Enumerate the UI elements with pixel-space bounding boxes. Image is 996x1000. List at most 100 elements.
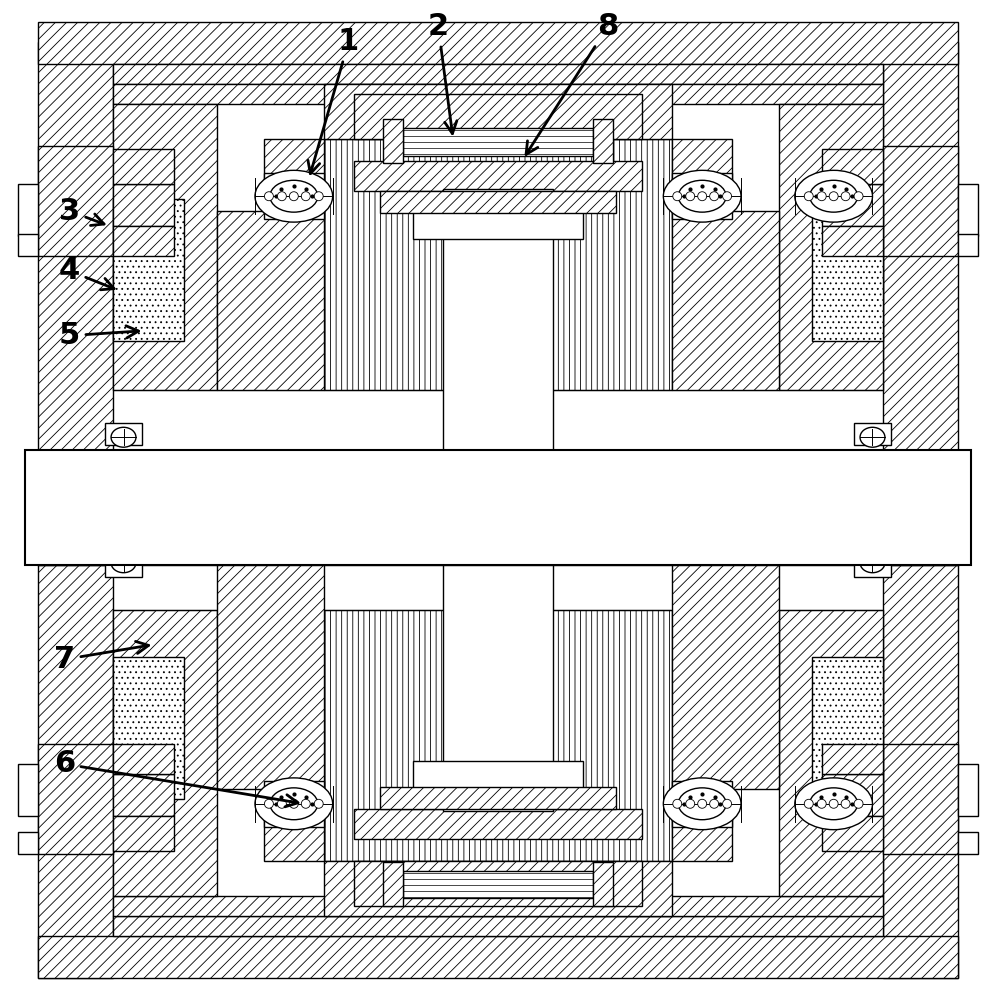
- Circle shape: [698, 799, 707, 808]
- Bar: [113, 916, 883, 936]
- Bar: [380, 191, 616, 213]
- Bar: [113, 104, 217, 390]
- Circle shape: [842, 192, 851, 201]
- Bar: [958, 184, 978, 236]
- Bar: [883, 565, 958, 978]
- Ellipse shape: [663, 778, 741, 830]
- Ellipse shape: [255, 778, 333, 830]
- Ellipse shape: [795, 778, 872, 830]
- Bar: [18, 234, 38, 256]
- Ellipse shape: [678, 788, 726, 820]
- Circle shape: [805, 799, 814, 808]
- Bar: [593, 119, 613, 163]
- Bar: [354, 861, 642, 906]
- Circle shape: [302, 192, 311, 201]
- Circle shape: [265, 799, 274, 808]
- Bar: [113, 84, 883, 104]
- Bar: [354, 94, 642, 139]
- Circle shape: [315, 192, 324, 201]
- Circle shape: [723, 192, 731, 201]
- Ellipse shape: [810, 788, 858, 820]
- Circle shape: [842, 799, 851, 808]
- Bar: [38, 565, 113, 978]
- Bar: [822, 184, 883, 226]
- Circle shape: [710, 799, 719, 808]
- Bar: [413, 209, 583, 239]
- Bar: [38, 936, 958, 978]
- Circle shape: [673, 799, 682, 808]
- Bar: [403, 871, 593, 898]
- Bar: [854, 555, 891, 577]
- Bar: [113, 657, 184, 799]
- Bar: [18, 764, 38, 816]
- Bar: [113, 610, 217, 896]
- Circle shape: [673, 192, 682, 201]
- Bar: [883, 42, 958, 450]
- Circle shape: [830, 192, 839, 201]
- Text: 4: 4: [59, 256, 115, 290]
- Circle shape: [855, 192, 864, 201]
- Ellipse shape: [795, 170, 872, 222]
- Bar: [18, 184, 38, 236]
- Circle shape: [818, 192, 827, 201]
- Bar: [413, 761, 583, 791]
- Bar: [38, 146, 113, 256]
- Polygon shape: [217, 139, 324, 390]
- Polygon shape: [672, 565, 779, 861]
- Circle shape: [698, 192, 707, 201]
- Bar: [822, 149, 883, 184]
- Bar: [593, 862, 613, 906]
- Bar: [18, 832, 38, 854]
- Bar: [113, 816, 174, 851]
- Bar: [812, 657, 883, 799]
- Bar: [38, 22, 958, 64]
- Bar: [113, 149, 174, 184]
- Ellipse shape: [270, 788, 318, 820]
- Bar: [383, 862, 403, 906]
- Bar: [354, 809, 642, 839]
- Text: 8: 8: [526, 12, 619, 154]
- Bar: [25, 450, 971, 565]
- Ellipse shape: [678, 180, 726, 212]
- Circle shape: [686, 192, 695, 201]
- Circle shape: [290, 799, 299, 808]
- Bar: [324, 610, 672, 861]
- Circle shape: [277, 799, 287, 808]
- Bar: [822, 744, 883, 774]
- Bar: [105, 423, 142, 445]
- Ellipse shape: [270, 180, 318, 212]
- Bar: [403, 128, 593, 156]
- Circle shape: [805, 192, 814, 201]
- Bar: [113, 184, 174, 226]
- Ellipse shape: [112, 427, 135, 447]
- Bar: [383, 119, 403, 163]
- Circle shape: [290, 192, 299, 201]
- Circle shape: [710, 192, 719, 201]
- Bar: [822, 226, 883, 256]
- Ellipse shape: [112, 553, 135, 573]
- Bar: [113, 896, 883, 916]
- Bar: [264, 781, 324, 827]
- Text: 7: 7: [54, 641, 148, 674]
- Text: 6: 6: [54, 749, 298, 807]
- Circle shape: [277, 192, 287, 201]
- Circle shape: [302, 799, 311, 808]
- Bar: [113, 64, 883, 84]
- Circle shape: [830, 799, 839, 808]
- Circle shape: [855, 799, 864, 808]
- Bar: [958, 832, 978, 854]
- Bar: [779, 104, 883, 390]
- Polygon shape: [672, 139, 779, 390]
- Bar: [958, 234, 978, 256]
- Polygon shape: [217, 565, 324, 861]
- Bar: [324, 861, 672, 916]
- Bar: [113, 744, 174, 774]
- Bar: [354, 161, 642, 191]
- Bar: [822, 774, 883, 816]
- Bar: [113, 199, 184, 341]
- Bar: [672, 781, 732, 827]
- Bar: [324, 139, 672, 390]
- Bar: [854, 423, 891, 445]
- Ellipse shape: [861, 427, 885, 447]
- Bar: [113, 226, 174, 256]
